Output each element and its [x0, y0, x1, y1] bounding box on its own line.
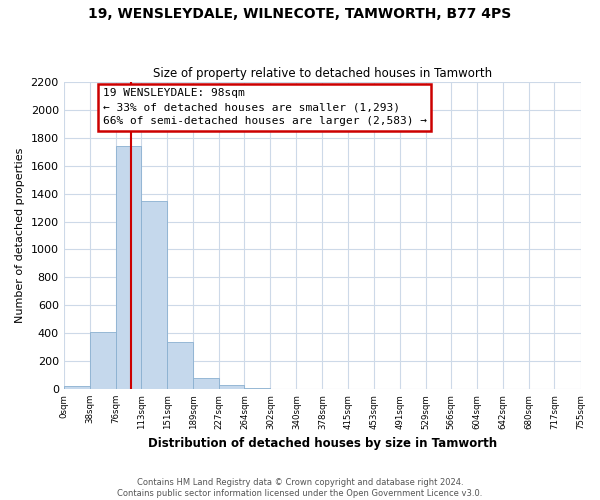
Bar [116, 146, 141, 389]
Bar [64, 386, 89, 389]
Bar [219, 386, 244, 389]
Bar [89, 332, 116, 389]
Bar [167, 342, 193, 389]
Bar [244, 388, 271, 389]
X-axis label: Distribution of detached houses by size in Tamworth: Distribution of detached houses by size … [148, 437, 497, 450]
Bar [193, 378, 219, 389]
Text: Contains HM Land Registry data © Crown copyright and database right 2024.
Contai: Contains HM Land Registry data © Crown c… [118, 478, 482, 498]
Text: 19, WENSLEYDALE, WILNECOTE, TAMWORTH, B77 4PS: 19, WENSLEYDALE, WILNECOTE, TAMWORTH, B7… [88, 8, 512, 22]
Y-axis label: Number of detached properties: Number of detached properties [15, 148, 25, 323]
Bar [141, 200, 167, 389]
Title: Size of property relative to detached houses in Tamworth: Size of property relative to detached ho… [152, 66, 491, 80]
Text: 19 WENSLEYDALE: 98sqm
← 33% of detached houses are smaller (1,293)
66% of semi-d: 19 WENSLEYDALE: 98sqm ← 33% of detached … [103, 88, 427, 126]
